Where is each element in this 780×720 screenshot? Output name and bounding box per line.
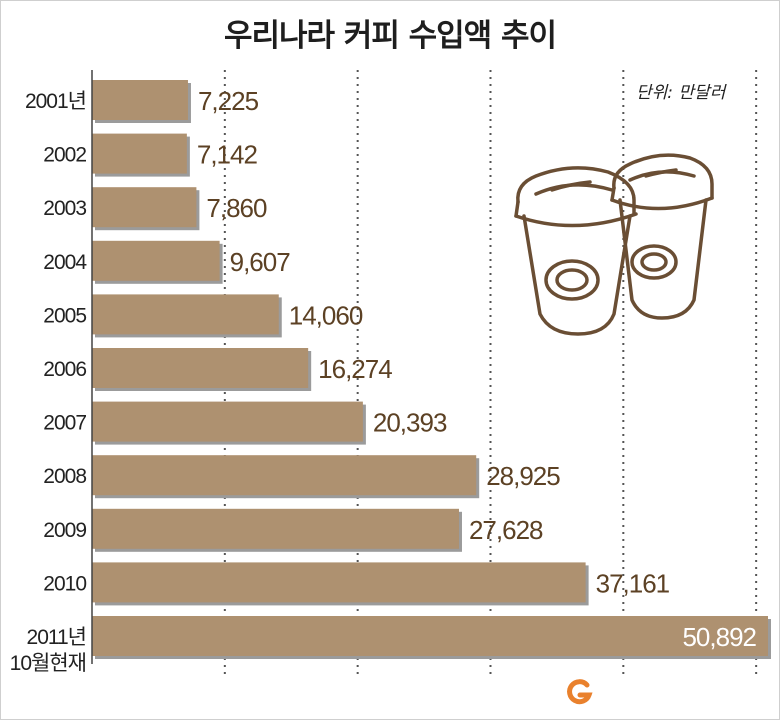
category-label: 2005: [43, 304, 86, 327]
value-label: 7,225: [198, 86, 259, 116]
bar-6: [92, 401, 363, 442]
coffee-cups-icon: [514, 153, 714, 336]
chart-title: 우리나라 커피 수입액 추이: [223, 18, 557, 54]
bar-1: [92, 133, 187, 174]
category-label: 2007: [43, 412, 86, 435]
category-label: 2009: [43, 519, 86, 542]
category-label: 2003: [43, 197, 86, 220]
bar-5: [92, 348, 309, 388]
category-label: 2004: [43, 251, 87, 274]
category-label: 2001년: [25, 90, 86, 113]
category-label: 10월현재: [10, 652, 86, 675]
value-label: 7,860: [206, 193, 267, 223]
bar-3: [92, 240, 220, 281]
bar-9: [92, 562, 586, 603]
bar-2: [92, 187, 197, 228]
category-label: 2010: [43, 572, 86, 595]
value-labels: 7,225 7,142 7,860 9,607 14,060 16,274 20,393 28…: [197, 86, 758, 652]
unit-label: 단위: 만달러: [636, 83, 726, 103]
value-label: 7,142: [197, 140, 258, 170]
bar-4: [92, 294, 279, 335]
value-label: 20,393: [373, 408, 447, 438]
bar-10: [92, 616, 768, 656]
category-label: 2006: [43, 358, 86, 381]
bar-8: [92, 508, 459, 549]
value-label: 28,925: [486, 461, 560, 491]
bar-7: [92, 455, 477, 496]
value-label: 27,628: [469, 515, 543, 545]
bar-0: [92, 80, 188, 120]
category-label: 2002: [43, 144, 86, 167]
category-label: 2008: [43, 465, 86, 488]
value-label: 16,274: [318, 354, 392, 384]
value-label: 37,161: [596, 568, 670, 598]
bars: [92, 80, 771, 659]
value-label: 9,607: [230, 247, 291, 277]
category-labels: 2001년 2002 2003 2004 2005 2006 2007 2008 2009 201…: [10, 90, 89, 675]
value-label: 14,060: [289, 300, 363, 330]
g-logo-icon: [567, 679, 593, 705]
value-label: 50,892: [682, 622, 756, 652]
category-label: 2011년: [27, 626, 86, 649]
